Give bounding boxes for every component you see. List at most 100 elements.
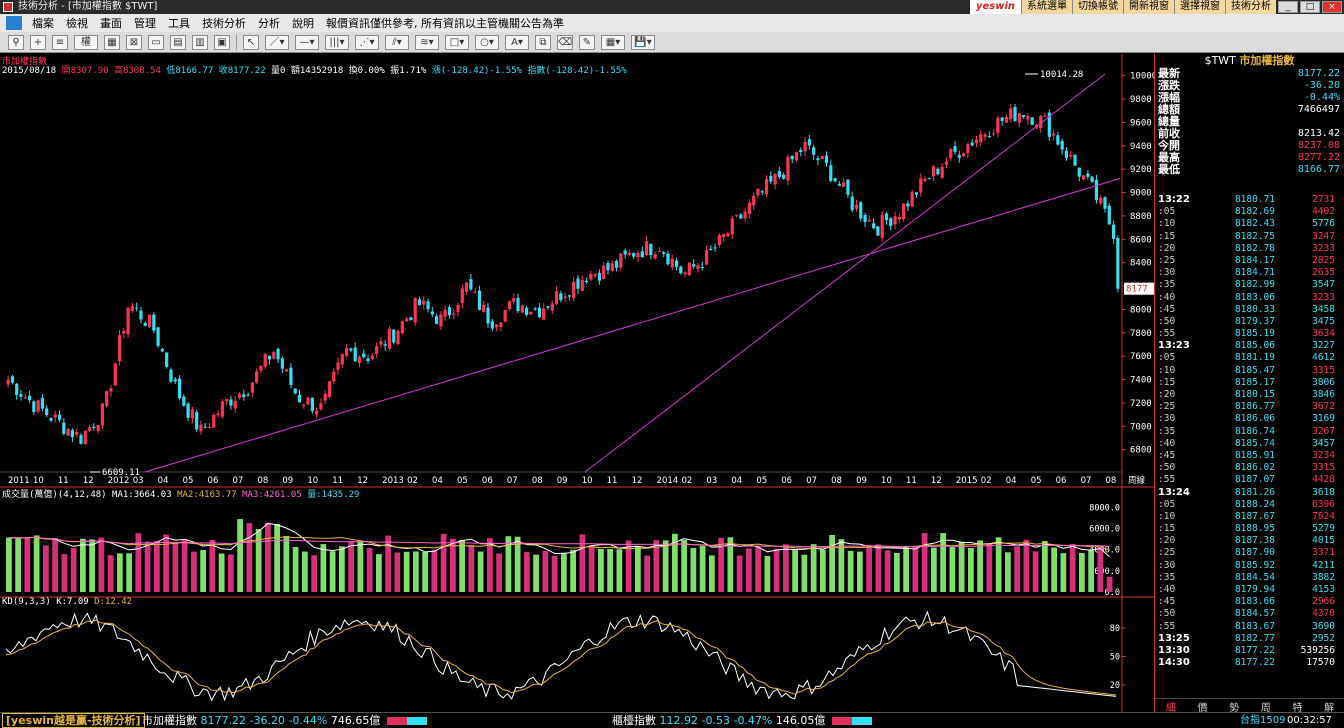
cancel-icon[interactable]: ⊠	[126, 34, 142, 50]
status-index-1: 市加權指數 8177.22 -36.20 -0.44% 746.65億	[142, 713, 427, 728]
tick-row[interactable]: 13:24 8181.26 3618	[1155, 487, 1344, 499]
panel-tab[interactable]: 特	[1292, 703, 1303, 714]
tick-row[interactable]: :35 8184.54 3882	[1155, 572, 1344, 584]
tick-row[interactable]: :15 8182.75 3247	[1155, 231, 1344, 243]
tick-row[interactable]: :40 8185.74 3457	[1155, 438, 1344, 450]
line-tool-icon[interactable]: ／▾	[265, 34, 289, 50]
minimize-icon[interactable]: _	[1278, 1, 1298, 13]
tick-row[interactable]: :35 8186.74 3267	[1155, 426, 1344, 438]
status-futures[interactable]: 台指1509	[1240, 715, 1286, 726]
chart-area[interactable]: 6800700072007400760078008000820084008600…	[0, 54, 1154, 712]
close-icon[interactable]: ×	[1322, 1, 1342, 13]
panel-tab[interactable]: 細	[1165, 703, 1176, 714]
text-tool-icon[interactable]: A▾	[505, 34, 529, 50]
tick-row[interactable]: :30 8184.71 2635	[1155, 267, 1344, 279]
panel-tab[interactable]: 價	[1197, 703, 1208, 714]
tick-row[interactable]: :15 8185.17 3806	[1155, 377, 1344, 389]
menu-screen[interactable]: 畫面	[100, 17, 122, 30]
panel-icon[interactable]: ▣	[214, 34, 230, 50]
quote-value: 8237.08	[1297, 140, 1340, 151]
pin-icon[interactable]: ⚲	[8, 34, 24, 50]
eraser-icon[interactable]: ⌫	[557, 34, 573, 50]
panel-tab[interactable]: 勢	[1229, 703, 1240, 714]
brand-tab-switch-account[interactable]: 切換帳號	[1072, 0, 1123, 14]
save-icon[interactable]: 💾▾	[631, 34, 655, 50]
menu-analysis[interactable]: 分析	[258, 17, 280, 30]
tick-row[interactable]: 13:23 8185.06 3227	[1155, 340, 1344, 352]
tick-row[interactable]: 13:30 8177.22 539256	[1155, 645, 1344, 657]
maximize-icon[interactable]: □	[1300, 1, 1320, 13]
tick-row[interactable]: :45 8183.66 2966	[1155, 596, 1344, 608]
tick-row[interactable]: :55 8183.67 3690	[1155, 621, 1344, 633]
tick-row[interactable]: :10 8182.43 5776	[1155, 218, 1344, 230]
hline-tool-icon[interactable]: —▾	[295, 34, 319, 50]
select-tool-icon[interactable]: ↖	[243, 34, 259, 50]
tick-row[interactable]: :35 8182.99 3547	[1155, 279, 1344, 291]
tick-row[interactable]: 13:25 8182.77 2952	[1155, 633, 1344, 645]
tick-row[interactable]: :30 8186.06 3169	[1155, 413, 1344, 425]
tick-row[interactable]: :10 8185.47 3315	[1155, 365, 1344, 377]
menu-technical[interactable]: 技術分析	[202, 17, 246, 30]
candle	[507, 301, 512, 310]
tick-row[interactable]: :10 8187.67 7624	[1155, 511, 1344, 523]
crosshair-icon[interactable]: +	[30, 34, 46, 50]
tick-row[interactable]: :50 8184.57 4370	[1155, 608, 1344, 620]
chart-window-icon[interactable]: ▭	[148, 34, 164, 50]
tick-row[interactable]: :25 8186.77 3672	[1155, 401, 1344, 413]
status-idx1-amount: 746.65億	[330, 714, 381, 727]
chart-canvas[interactable]: 6800700072007400760078008000820084008600…	[0, 54, 1154, 712]
layout-icon[interactable]: ▤	[170, 34, 186, 50]
split-icon[interactable]: ▥	[192, 34, 208, 50]
tick-row[interactable]: :25 8184.17 2825	[1155, 255, 1344, 267]
panel-tab[interactable]: 周	[1260, 703, 1271, 714]
list-icon[interactable]: ≡	[52, 34, 68, 50]
brand-tab-technical[interactable]: 技術分析	[1225, 0, 1276, 14]
menu-manage[interactable]: 管理	[134, 17, 156, 30]
delete-icon[interactable]: ✎	[579, 34, 595, 50]
candle	[255, 371, 259, 383]
tick-row[interactable]: :45 8185.91 3234	[1155, 450, 1344, 462]
panel-tab[interactable]: 解	[1324, 703, 1335, 714]
tick-row[interactable]: :30 8185.92 4211	[1155, 560, 1344, 572]
tick-row[interactable]: :05 8188.24 6396	[1155, 499, 1344, 511]
ellipse-tool-icon[interactable]: ○▾	[475, 34, 499, 50]
brand-tab-new-window[interactable]: 開新視窗	[1123, 0, 1174, 14]
vline-tool-icon[interactable]: |||▾	[325, 34, 349, 50]
tick-row[interactable]: :20 8187.38 4015	[1155, 535, 1344, 547]
tick-row[interactable]: :05 8181.19 4612	[1155, 352, 1344, 364]
tick-row[interactable]: :50 8179.37 3475	[1155, 316, 1344, 328]
channel-tool-icon[interactable]: ⫽▾	[385, 34, 409, 50]
pattern-tool-icon[interactable]: ≋▾	[415, 34, 439, 50]
tick-row[interactable]: :20 8182.78 3233	[1155, 243, 1344, 255]
brand-tab-system-menu[interactable]: 系統選單	[1021, 0, 1072, 14]
tick-row[interactable]: :20 8180.15 3846	[1155, 389, 1344, 401]
candle	[156, 327, 160, 346]
tick-row[interactable]: :40 8183.06 3233	[1155, 292, 1344, 304]
grid-icon[interactable]: ▦	[104, 34, 120, 50]
rectangle-tool-icon[interactable]: □▾	[445, 34, 469, 50]
tick-row[interactable]: 13:22 8180.71 2731	[1155, 194, 1344, 206]
tick-row[interactable]: :05 8182.69 4402	[1155, 206, 1344, 218]
tick-row[interactable]: :45 8180.33 3458	[1155, 304, 1344, 316]
period-dropdown[interactable]: 權	[74, 34, 98, 50]
table-icon[interactable]: ▦▾	[601, 34, 625, 50]
tick-row[interactable]: 14:30 8177.22 17570	[1155, 657, 1344, 669]
menu-file[interactable]: 檔案	[32, 17, 54, 30]
tick-row[interactable]: :40 8179.94 4153	[1155, 584, 1344, 596]
volume-bar	[921, 533, 928, 592]
menu-view[interactable]: 檢視	[66, 17, 88, 30]
brand-tab-select-window[interactable]: 選擇視窗	[1174, 0, 1225, 14]
tick-row[interactable]: :25 8187.90 3371	[1155, 547, 1344, 559]
x-tick-label: 08	[532, 476, 543, 486]
menu-tools[interactable]: 工具	[168, 17, 190, 30]
tick-row[interactable]: :55 8185.19 3634	[1155, 328, 1344, 340]
candle	[315, 410, 319, 415]
candle	[739, 214, 743, 219]
tick-row[interactable]: :50 8186.02 3315	[1155, 462, 1344, 474]
tick-row[interactable]: :15 8188.95 5279	[1155, 523, 1344, 535]
copy-icon[interactable]: ⧉	[535, 34, 551, 50]
fan-tool-icon[interactable]: ⋰▾	[355, 34, 379, 50]
tick-row[interactable]: :55 8187.07 4428	[1155, 474, 1344, 486]
tick-list[interactable]: 13:22 8180.71 2731:05 8182.69 4402:10 8182.43…	[1155, 194, 1344, 669]
menu-help[interactable]: 說明	[292, 17, 314, 30]
